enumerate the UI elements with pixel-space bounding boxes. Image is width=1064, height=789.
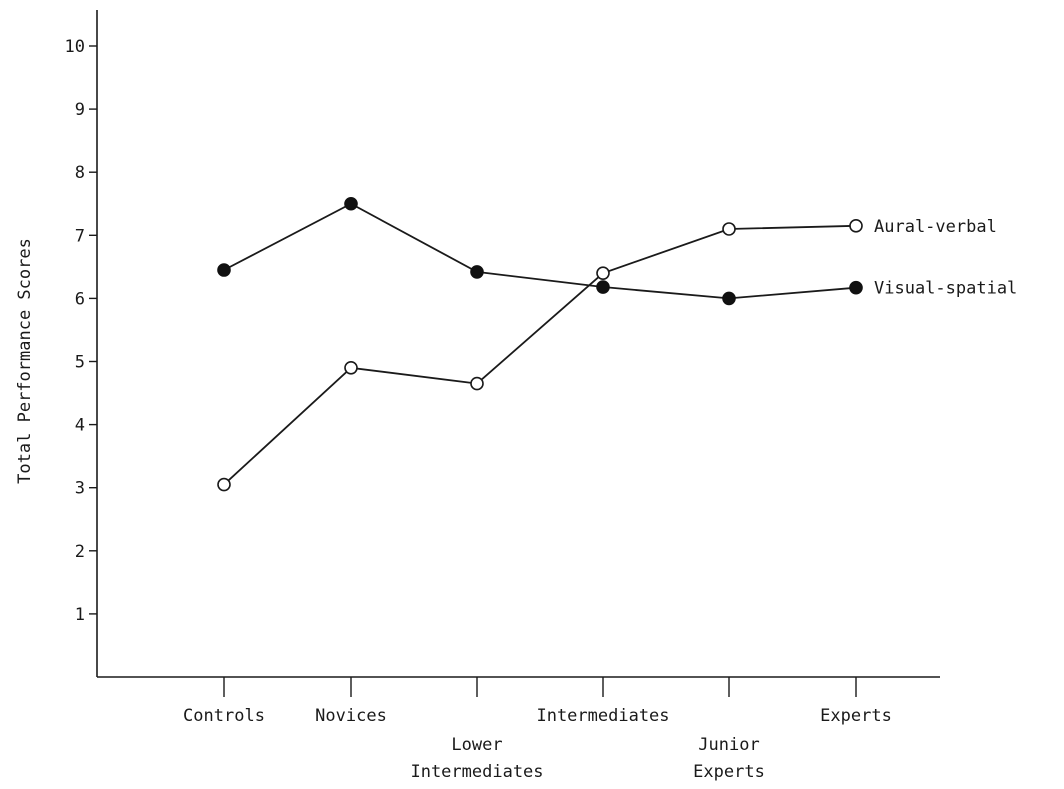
data-point-visual-spatial <box>470 265 484 279</box>
y-tick-label: 10 <box>65 37 85 57</box>
data-point-aural-verbal <box>217 477 231 492</box>
x-tick-label: Experts <box>820 706 892 726</box>
data-point-aural-verbal <box>470 376 484 391</box>
y-ticks: 1 2 3 4 5 6 7 8 9 10 <box>65 37 97 625</box>
data-point-aural-verbal <box>849 219 863 233</box>
data-point-aural-verbal <box>722 222 736 236</box>
y-tick-label: 1 <box>75 605 85 625</box>
series-visual-spatial: Visual-spatial <box>217 196 1017 306</box>
x-tick-label: Controls <box>183 706 265 726</box>
x-tick-label: Junior Experts <box>693 735 765 782</box>
data-point-visual-spatial <box>849 280 863 295</box>
series-line-aural-verbal <box>223 224 857 486</box>
series-aural-verbal: Aural-verbal <box>217 217 997 492</box>
data-point-visual-spatial <box>217 263 231 277</box>
data-point-aural-verbal <box>344 361 358 375</box>
y-tick-label: 2 <box>75 542 85 562</box>
x-tick-label: Novices <box>315 706 387 726</box>
x-tick-label: Intermediates <box>536 706 669 726</box>
y-tick-label: 8 <box>75 163 85 183</box>
data-point-visual-spatial <box>344 196 358 211</box>
y-tick-label: 7 <box>75 226 85 246</box>
series-label-aural-verbal: Aural-verbal <box>874 217 997 237</box>
y-tick-label: 4 <box>75 416 85 436</box>
data-point-visual-spatial <box>596 280 610 294</box>
y-tick-label: 9 <box>75 100 85 120</box>
y-axis-label: Total Performance Scores <box>15 238 35 484</box>
series-label-visual-spatial: Visual-spatial <box>874 279 1017 299</box>
x-ticks: Controls Novices Lower Intermediates Interme… <box>183 677 892 782</box>
x-tick-label: Lower Intermediates <box>410 735 543 782</box>
series: Aural-verbal Visual-spatial <box>217 196 1017 492</box>
y-tick-label: 6 <box>75 289 85 309</box>
data-point-aural-verbal <box>596 266 610 280</box>
y-tick-label: 5 <box>75 353 85 373</box>
series-line-visual-spatial <box>223 202 857 300</box>
y-tick-label: 3 <box>75 479 85 499</box>
axes <box>96 10 940 678</box>
data-point-visual-spatial <box>722 291 736 306</box>
